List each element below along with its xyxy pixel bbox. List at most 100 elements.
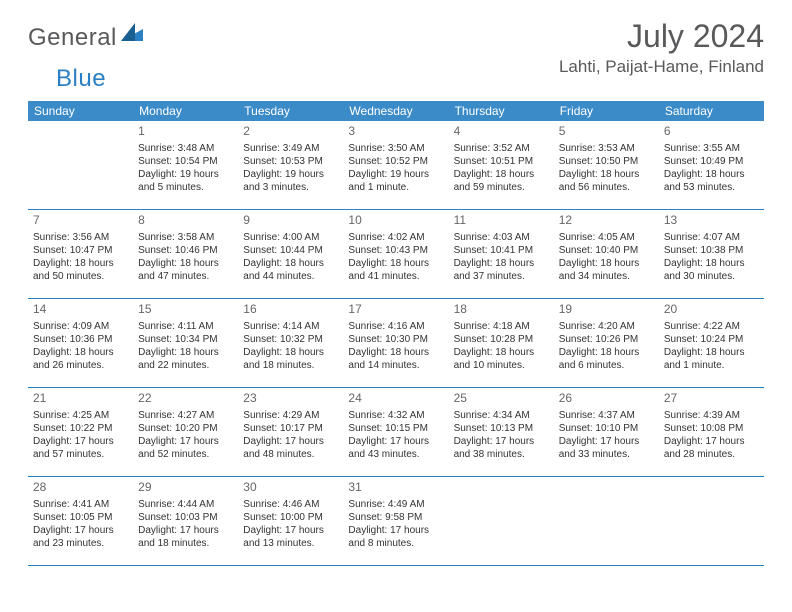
day-info-line: Sunrise: 3:49 AM — [243, 142, 338, 155]
day-info-line: Sunset: 10:53 PM — [243, 155, 338, 168]
day-info-line: Sunrise: 4:22 AM — [664, 320, 759, 333]
day-info-line: Daylight: 17 hours — [348, 435, 443, 448]
day-info-line: Sunrise: 4:27 AM — [138, 409, 233, 422]
day-number: 1 — [138, 124, 233, 140]
day-number: 21 — [33, 391, 128, 407]
day-info-line: Daylight: 18 hours — [138, 257, 233, 270]
day-cell: 26Sunrise: 4:37 AMSunset: 10:10 PMDaylig… — [554, 388, 659, 476]
day-number: 19 — [559, 302, 654, 318]
day-info-line: Sunset: 10:26 PM — [559, 333, 654, 346]
day-info-line: and 50 minutes. — [33, 270, 128, 283]
day-info-line: Sunset: 9:58 PM — [348, 511, 443, 524]
day-cell: 1Sunrise: 3:48 AMSunset: 10:54 PMDayligh… — [133, 121, 238, 209]
day-cell: 23Sunrise: 4:29 AMSunset: 10:17 PMDaylig… — [238, 388, 343, 476]
day-info-line: Sunrise: 3:58 AM — [138, 231, 233, 244]
day-info-line: and 34 minutes. — [559, 270, 654, 283]
day-info-line: Sunset: 10:43 PM — [348, 244, 443, 257]
day-info-line: and 41 minutes. — [348, 270, 443, 283]
day-number: 4 — [454, 124, 549, 140]
day-cell: 29Sunrise: 4:44 AMSunset: 10:03 PMDaylig… — [133, 477, 238, 565]
day-info-line: Sunrise: 3:50 AM — [348, 142, 443, 155]
day-info-line: Sunrise: 4:07 AM — [664, 231, 759, 244]
day-info-line: Sunrise: 4:02 AM — [348, 231, 443, 244]
day-info-line: Sunset: 10:08 PM — [664, 422, 759, 435]
day-info-line: Sunset: 10:54 PM — [138, 155, 233, 168]
day-cell: 22Sunrise: 4:27 AMSunset: 10:20 PMDaylig… — [133, 388, 238, 476]
day-cell: 28Sunrise: 4:41 AMSunset: 10:05 PMDaylig… — [28, 477, 133, 565]
week-row: 28Sunrise: 4:41 AMSunset: 10:05 PMDaylig… — [28, 477, 764, 566]
day-info-line: and 43 minutes. — [348, 448, 443, 461]
day-number: 6 — [664, 124, 759, 140]
day-info-line: Sunset: 10:03 PM — [138, 511, 233, 524]
day-number: 13 — [664, 213, 759, 229]
day-number: 24 — [348, 391, 443, 407]
day-info-line: Daylight: 17 hours — [33, 524, 128, 537]
day-number: 16 — [243, 302, 338, 318]
weekday-header-row: SundayMondayTuesdayWednesdayThursdayFrid… — [28, 101, 764, 121]
day-number: 8 — [138, 213, 233, 229]
day-info-line: Daylight: 19 hours — [138, 168, 233, 181]
day-cell: 18Sunrise: 4:18 AMSunset: 10:28 PMDaylig… — [449, 299, 554, 387]
day-info-line: Sunrise: 4:25 AM — [33, 409, 128, 422]
day-number: 31 — [348, 480, 443, 496]
day-info-line: and 14 minutes. — [348, 359, 443, 372]
day-info-line: Sunset: 10:51 PM — [454, 155, 549, 168]
weekday-header: Wednesday — [343, 101, 448, 121]
day-cell: 30Sunrise: 4:46 AMSunset: 10:00 PMDaylig… — [238, 477, 343, 565]
day-info-line: Daylight: 18 hours — [348, 257, 443, 270]
day-info-line: Daylight: 17 hours — [348, 524, 443, 537]
day-number: 28 — [33, 480, 128, 496]
day-info-line: Sunset: 10:32 PM — [243, 333, 338, 346]
day-info-line: and 22 minutes. — [138, 359, 233, 372]
day-number: 3 — [348, 124, 443, 140]
day-info-line: Sunset: 10:38 PM — [664, 244, 759, 257]
day-number: 10 — [348, 213, 443, 229]
day-info-line: and 52 minutes. — [138, 448, 233, 461]
day-info-line: and 8 minutes. — [348, 537, 443, 550]
day-info-line: Sunrise: 4:18 AM — [454, 320, 549, 333]
day-info-line: Daylight: 18 hours — [559, 257, 654, 270]
day-info-line: Sunrise: 4:29 AM — [243, 409, 338, 422]
day-info-line: Sunset: 10:36 PM — [33, 333, 128, 346]
day-cell: 3Sunrise: 3:50 AMSunset: 10:52 PMDayligh… — [343, 121, 448, 209]
day-info-line: and 28 minutes. — [664, 448, 759, 461]
day-number: 15 — [138, 302, 233, 318]
day-info-line: and 33 minutes. — [559, 448, 654, 461]
day-info-line: and 56 minutes. — [559, 181, 654, 194]
day-cell: 25Sunrise: 4:34 AMSunset: 10:13 PMDaylig… — [449, 388, 554, 476]
day-info-line: Sunrise: 4:39 AM — [664, 409, 759, 422]
day-info-line: and 26 minutes. — [33, 359, 128, 372]
day-number: 14 — [33, 302, 128, 318]
day-number: 18 — [454, 302, 549, 318]
weekday-header: Sunday — [28, 101, 133, 121]
day-cell: 15Sunrise: 4:11 AMSunset: 10:34 PMDaylig… — [133, 299, 238, 387]
day-info-line: Sunset: 10:41 PM — [454, 244, 549, 257]
day-info-line: Daylight: 17 hours — [454, 435, 549, 448]
day-info-line: Sunrise: 3:53 AM — [559, 142, 654, 155]
day-info-line: Daylight: 17 hours — [243, 524, 338, 537]
day-info-line: Daylight: 17 hours — [33, 435, 128, 448]
day-cell: 7Sunrise: 3:56 AMSunset: 10:47 PMDayligh… — [28, 210, 133, 298]
day-info-line: Sunset: 10:17 PM — [243, 422, 338, 435]
weekday-header: Thursday — [449, 101, 554, 121]
day-cell: 21Sunrise: 4:25 AMSunset: 10:22 PMDaylig… — [28, 388, 133, 476]
week-row: 7Sunrise: 3:56 AMSunset: 10:47 PMDayligh… — [28, 210, 764, 299]
day-cell: 16Sunrise: 4:14 AMSunset: 10:32 PMDaylig… — [238, 299, 343, 387]
day-number: 23 — [243, 391, 338, 407]
day-number: 5 — [559, 124, 654, 140]
weekday-header: Friday — [554, 101, 659, 121]
day-info-line: and 44 minutes. — [243, 270, 338, 283]
day-info-line: and 10 minutes. — [454, 359, 549, 372]
weekday-header: Tuesday — [238, 101, 343, 121]
day-cell: 11Sunrise: 4:03 AMSunset: 10:41 PMDaylig… — [449, 210, 554, 298]
day-info-line: and 30 minutes. — [664, 270, 759, 283]
day-info-line: Sunset: 10:30 PM — [348, 333, 443, 346]
sail-icon — [121, 23, 143, 41]
day-info-line: Daylight: 18 hours — [243, 346, 338, 359]
day-info-line: and 13 minutes. — [243, 537, 338, 550]
logo-text-general: General — [28, 24, 117, 52]
day-info-line: Daylight: 18 hours — [243, 257, 338, 270]
day-cell: 4Sunrise: 3:52 AMSunset: 10:51 PMDayligh… — [449, 121, 554, 209]
day-info-line: Sunrise: 4:32 AM — [348, 409, 443, 422]
day-number: 20 — [664, 302, 759, 318]
